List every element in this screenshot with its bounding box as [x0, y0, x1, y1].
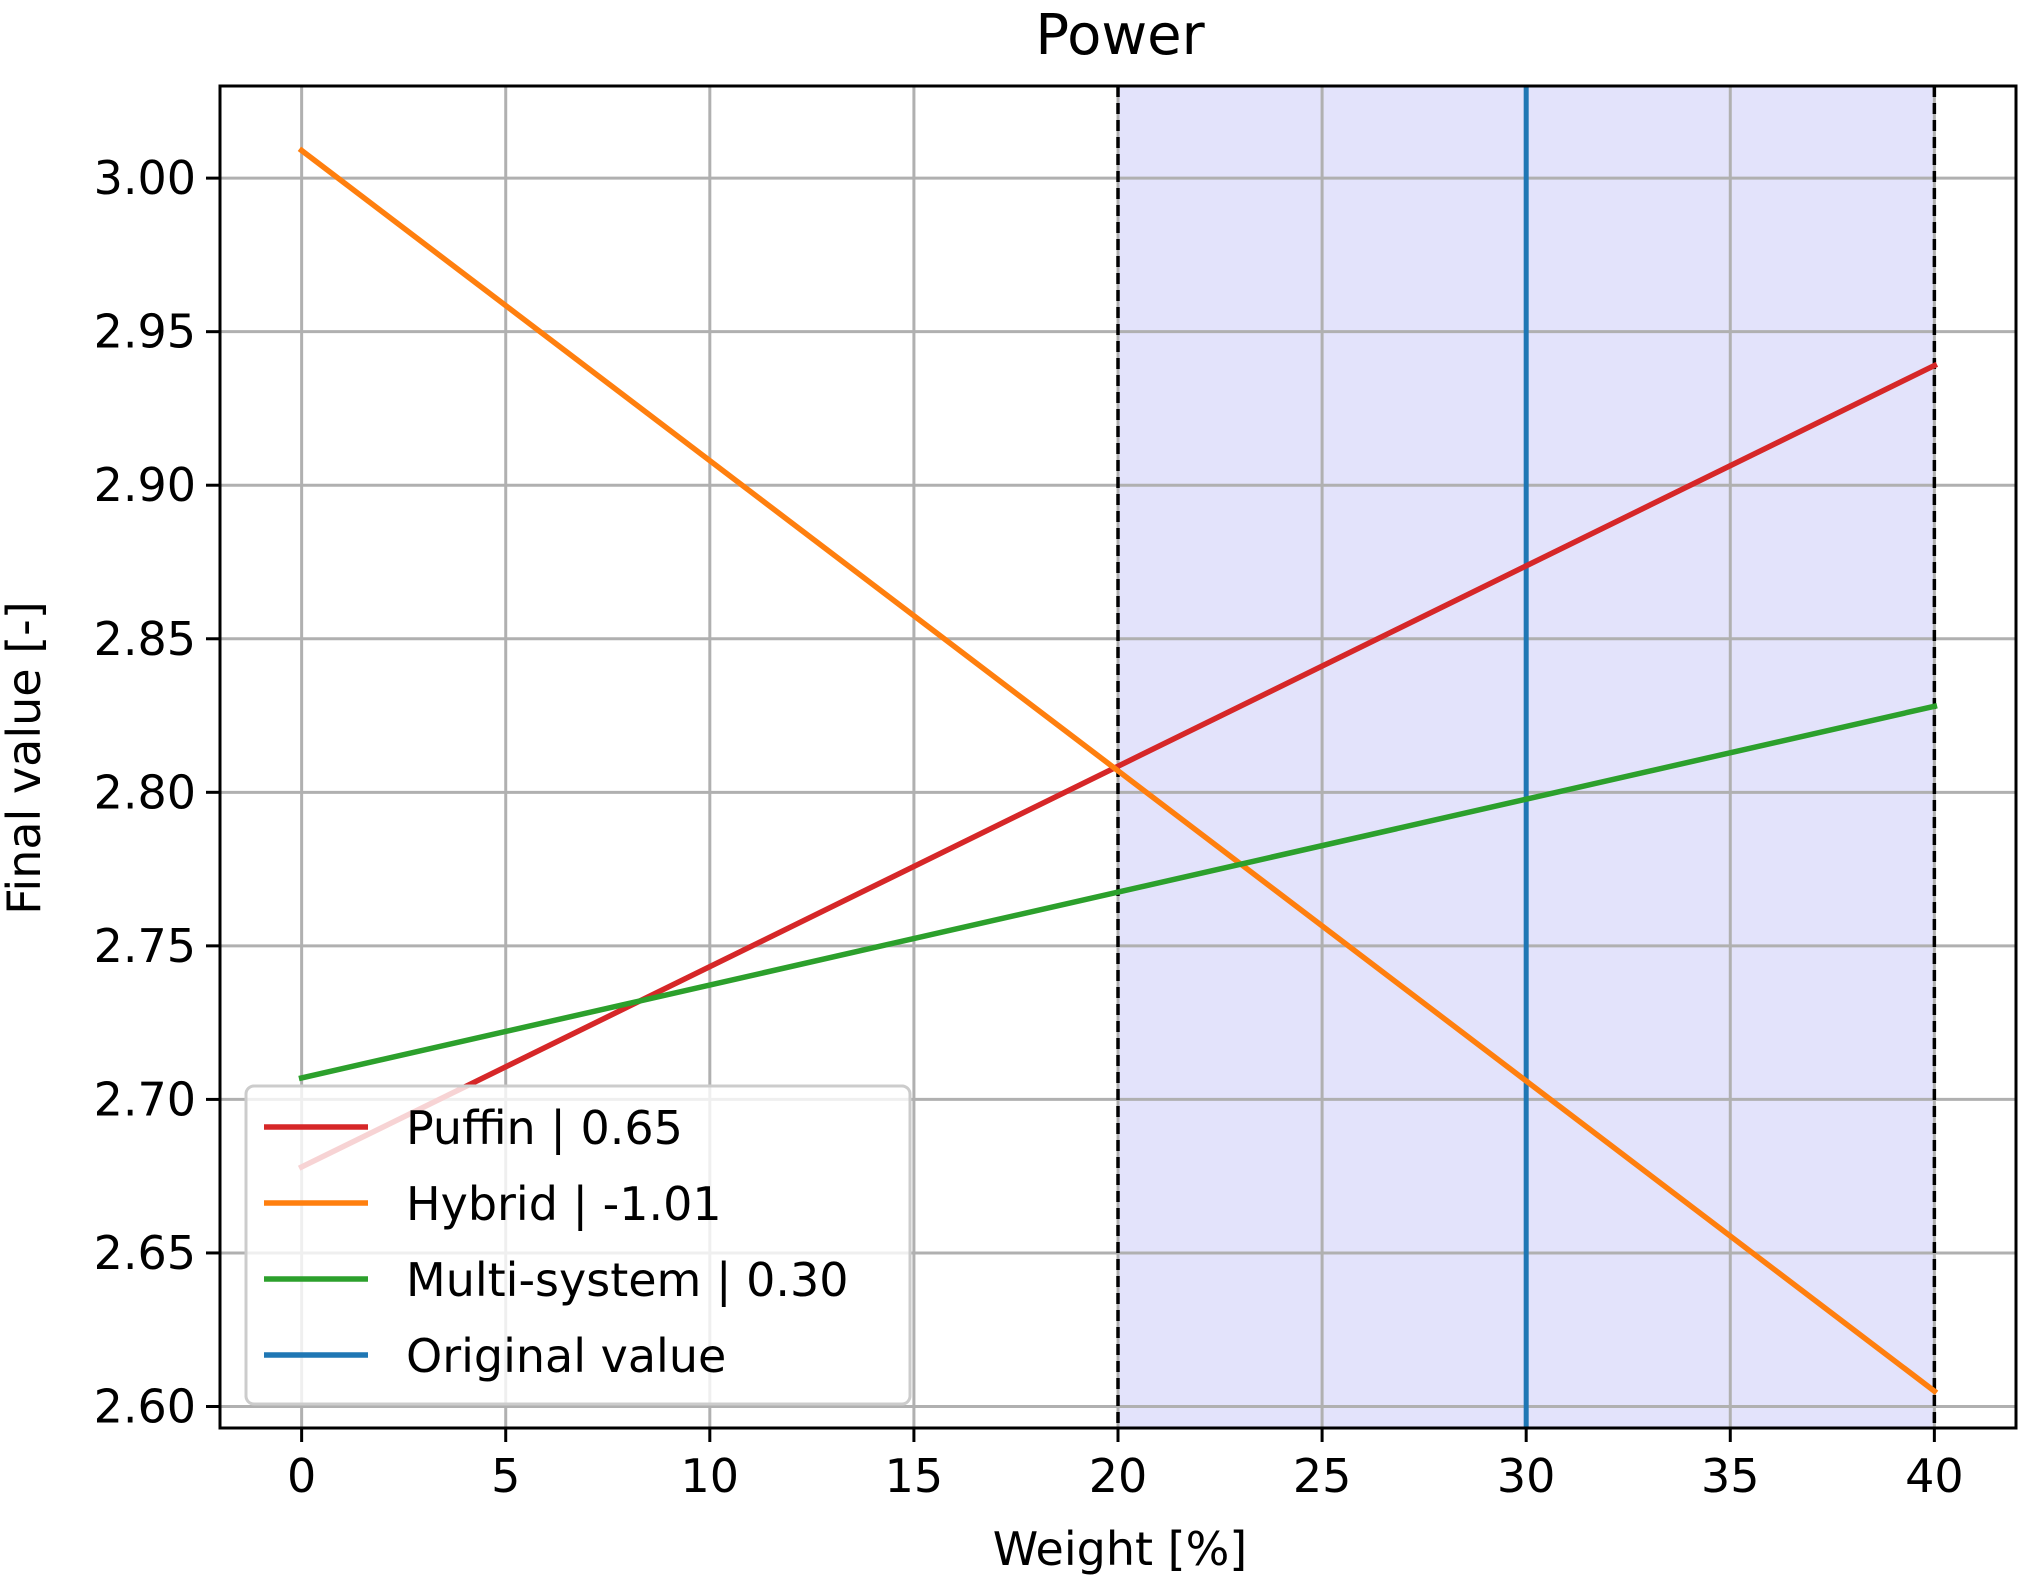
x-tick-label: 5: [491, 1449, 520, 1503]
x-tick-label: 35: [1701, 1449, 1760, 1503]
y-tick-label: 2.95: [94, 305, 196, 359]
legend-label: Multi-system | 0.30: [406, 1253, 849, 1308]
legend-label: Original value: [406, 1329, 726, 1383]
boundary-lines: [1116, 86, 1937, 1428]
x-tick-label: 15: [885, 1449, 944, 1503]
x-tick-label: 20: [1089, 1449, 1148, 1503]
series-line: [298, 703, 1938, 1082]
y-axis-ticks: 2.60 2.65 2.70 2.75 2.80 2.85 2.90 2.95 3.00: [94, 151, 220, 1434]
y-tick-label: 2.60: [94, 1380, 196, 1434]
y-tick-label: 2.85: [94, 612, 196, 666]
legend-label: Puffin | 0.65: [406, 1101, 683, 1156]
y-tick-label: 2.80: [94, 765, 196, 819]
y-tick-label: 2.65: [94, 1226, 196, 1280]
series-layer: [297, 146, 1939, 1395]
y-tick-label: 2.70: [94, 1072, 196, 1126]
x-tick-label: 40: [1905, 1449, 1964, 1503]
x-tick-label: 0: [287, 1449, 316, 1503]
series-line: [297, 146, 1939, 1395]
x-axis-ticks: 0 5 10 15 20 25 30 35 40: [287, 1428, 1964, 1503]
x-tick-label: 10: [681, 1449, 740, 1503]
y-axis-label: Final value [-]: [0, 601, 51, 914]
x-axis-label: Weight [%]: [993, 1522, 1247, 1576]
legend-box: [244, 1084, 912, 1406]
chart-title: Power: [1035, 3, 1205, 68]
y-tick-label: 2.90: [94, 458, 196, 512]
series-line: [297, 361, 1939, 1171]
x-tick-label: 30: [1497, 1449, 1556, 1503]
legend: Puffin | 0.65 Hybrid | -1.01 Multi-system …: [244, 1084, 912, 1406]
y-tick-label: 3.00: [94, 151, 196, 205]
legend-label: Hybrid | -1.01: [406, 1177, 722, 1232]
y-tick-label: 2.75: [94, 919, 196, 973]
x-tick-label: 25: [1293, 1449, 1352, 1503]
